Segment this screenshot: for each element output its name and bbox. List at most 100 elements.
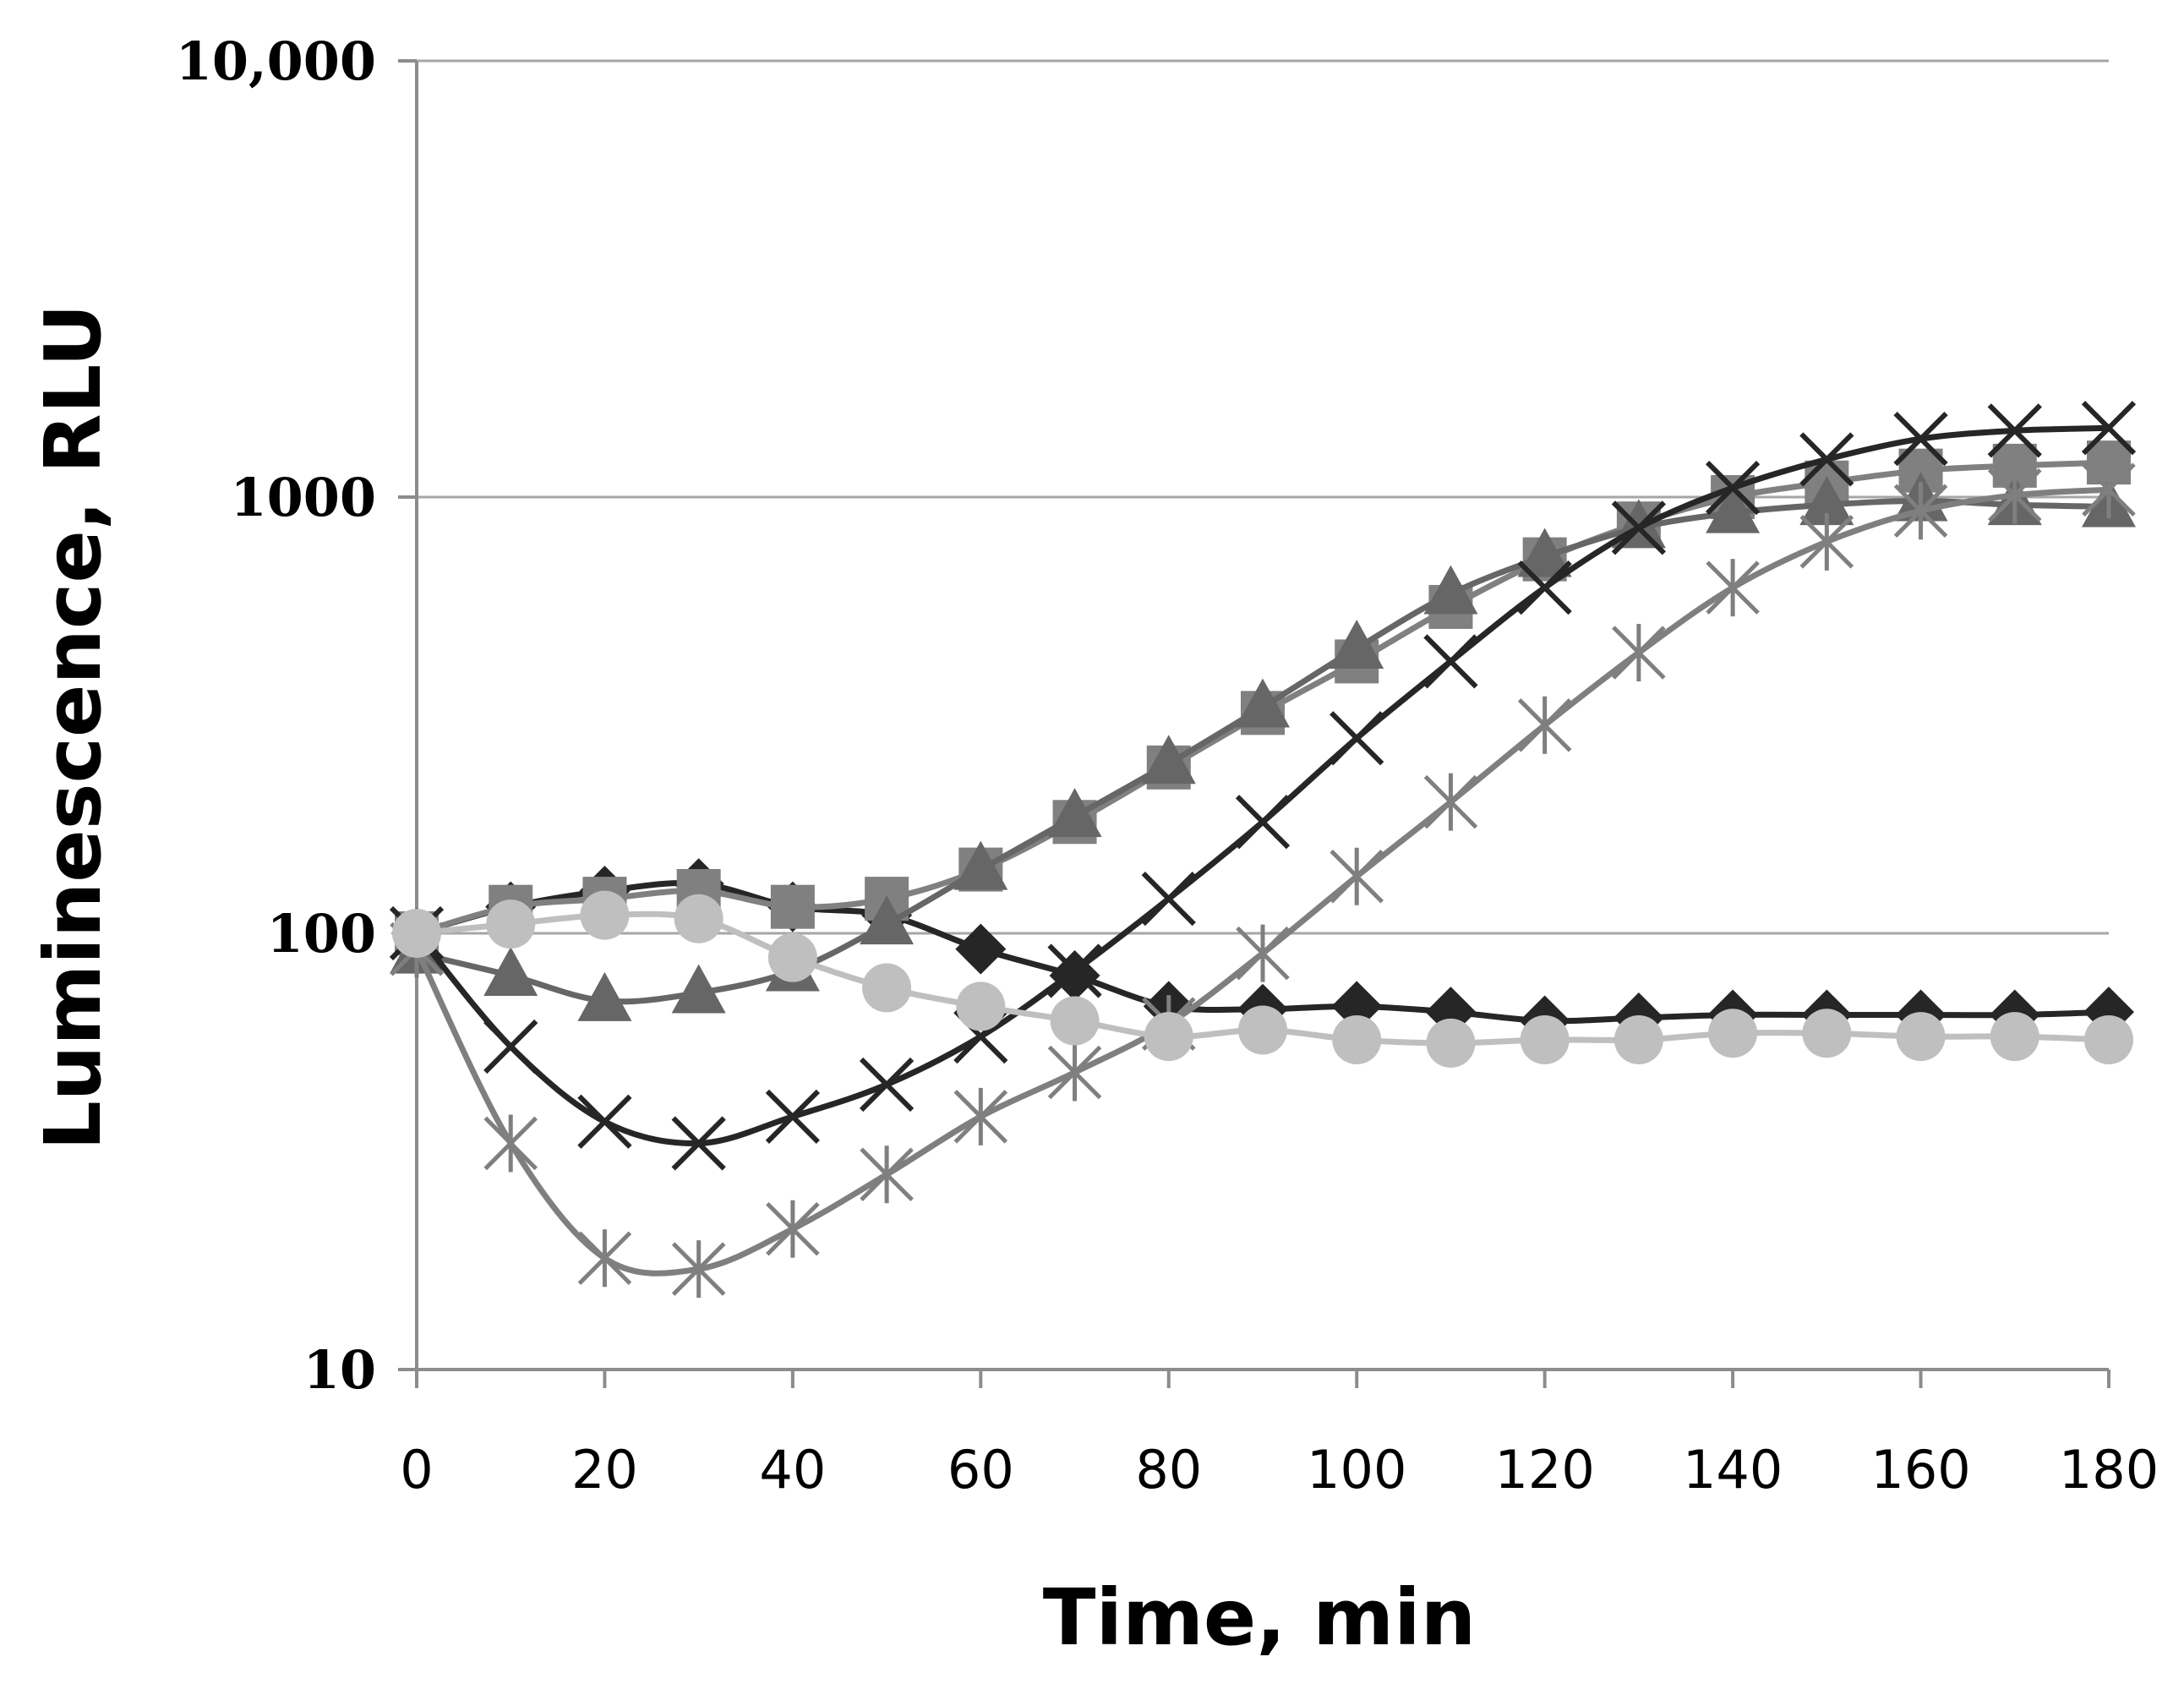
x-series-point [1893, 411, 1948, 467]
star-series-point [1893, 482, 1948, 540]
circle-series-point [1708, 1009, 1758, 1058]
triangle-series-point [1330, 619, 1384, 669]
x-tick-label: 60 [947, 1439, 1014, 1501]
x-series-point [483, 1019, 538, 1074]
star-series-point [860, 1145, 914, 1204]
circle-series-point [674, 894, 723, 943]
x-marker-stroke [1330, 711, 1384, 766]
star-series-point [671, 1240, 726, 1299]
x-marker-stroke [1235, 795, 1291, 850]
x-series-point [765, 1089, 821, 1144]
x-series-point [1705, 460, 1761, 516]
axis-layer: 10 100 1000 10,000 0 20 40 60 80 100 120 140 160 180 [176, 30, 2159, 1501]
triangle-series-point [1236, 678, 1290, 728]
triangle-series-point [1517, 528, 1572, 577]
triangle-series-point [1799, 476, 1854, 526]
x-series-point [1517, 560, 1572, 615]
circle-series-point [486, 899, 536, 949]
x-series-point [671, 1116, 726, 1171]
x-tick-label: 180 [2059, 1439, 2159, 1501]
x-tick-label: 40 [759, 1439, 826, 1501]
y-axis-title: Luminescence, RLU [28, 303, 118, 1150]
circle-series-point [767, 932, 817, 982]
circle-series-point [1332, 1014, 1382, 1064]
triangle-series-point [953, 840, 1008, 890]
triangle-series-point [1141, 735, 1196, 785]
x-series-point [577, 1094, 632, 1149]
star-series-point [1988, 466, 2042, 524]
x-series-point [1047, 943, 1102, 998]
circle-series [392, 890, 2133, 1068]
x-tick-label: 20 [571, 1439, 638, 1501]
circle-series-point [1990, 1012, 2039, 1062]
x-series-point [1330, 711, 1384, 766]
y-tick-label: 1000 [230, 467, 376, 528]
circle-series-point [1896, 1012, 1946, 1062]
label-layer: Time, min Luminescence, RLU [28, 303, 1476, 1663]
x-marker-stroke [1611, 500, 1667, 555]
x-marker-stroke [1893, 411, 1948, 467]
star-series-point [2082, 461, 2136, 519]
star-series-point [577, 1229, 632, 1288]
x-tick-label: 160 [1870, 1439, 1970, 1501]
star-series-point [1517, 696, 1572, 754]
circle-series-point [392, 909, 441, 958]
star-series-point [1236, 924, 1290, 982]
x-tick-label: 120 [1494, 1439, 1594, 1501]
circle-series-point [580, 890, 630, 940]
x-marker-stroke [1517, 560, 1572, 615]
triangle-series-point [671, 964, 726, 1014]
star-series-point [1423, 773, 1478, 831]
triangle-series-point [483, 947, 538, 997]
x-marker-stroke [1799, 432, 1854, 487]
circle-series-point [1238, 1005, 1287, 1055]
x-marker-stroke [1141, 872, 1196, 927]
circle-series-point [956, 981, 1006, 1031]
x-series-point [1235, 795, 1291, 850]
x-series-point [859, 1057, 915, 1113]
star-series [390, 461, 2136, 1299]
x-tick-label: 80 [1135, 1439, 1202, 1501]
x-marker-stroke [1705, 460, 1761, 516]
grid-layer [417, 59, 2109, 935]
y-tick-label: 10,000 [176, 30, 376, 92]
star-series-point [1330, 847, 1384, 905]
circle-series-point [1144, 1012, 1193, 1062]
diamond-series-point [955, 923, 1007, 975]
star-series-point [1706, 559, 1760, 617]
circle-series-point [1050, 996, 1100, 1046]
triangle-series-point [577, 971, 632, 1021]
x-tick-label: 140 [1683, 1439, 1783, 1501]
circle-series-point [1802, 1009, 1852, 1058]
x-series-point [1611, 500, 1667, 555]
triangle-series-point [1423, 565, 1478, 615]
x-marker-stroke [1423, 634, 1478, 689]
x-series-point [1423, 634, 1478, 689]
star-series-point [1799, 512, 1854, 571]
star-series-point [1612, 623, 1666, 681]
x-marker-stroke [765, 1089, 821, 1144]
triangle-series-point [1047, 788, 1102, 838]
y-tick-label: 10 [303, 1339, 376, 1401]
square-series-point [770, 884, 815, 929]
x-marker-stroke [483, 1019, 538, 1074]
star-series-point [1047, 1043, 1102, 1102]
x-series [389, 401, 2137, 1171]
x-marker-stroke [2081, 401, 2137, 456]
star-series-line [413, 486, 2110, 1277]
x-series-point [2081, 401, 2137, 456]
circle-series-point [2084, 1014, 2133, 1064]
triangle-series-point [1706, 484, 1761, 533]
x-marker-stroke [1987, 403, 2042, 458]
star-series-point [953, 1087, 1008, 1145]
y-tick-label: 100 [267, 903, 376, 965]
circle-series-point [1426, 1018, 1476, 1068]
series-layer [389, 401, 2137, 1299]
x-marker-stroke [671, 1116, 726, 1171]
x-series-point [1141, 872, 1196, 927]
x-tick-label: 0 [400, 1439, 433, 1501]
x-marker-stroke [1047, 943, 1102, 998]
circle-series-point [862, 963, 912, 1013]
star-series-point [766, 1200, 820, 1258]
